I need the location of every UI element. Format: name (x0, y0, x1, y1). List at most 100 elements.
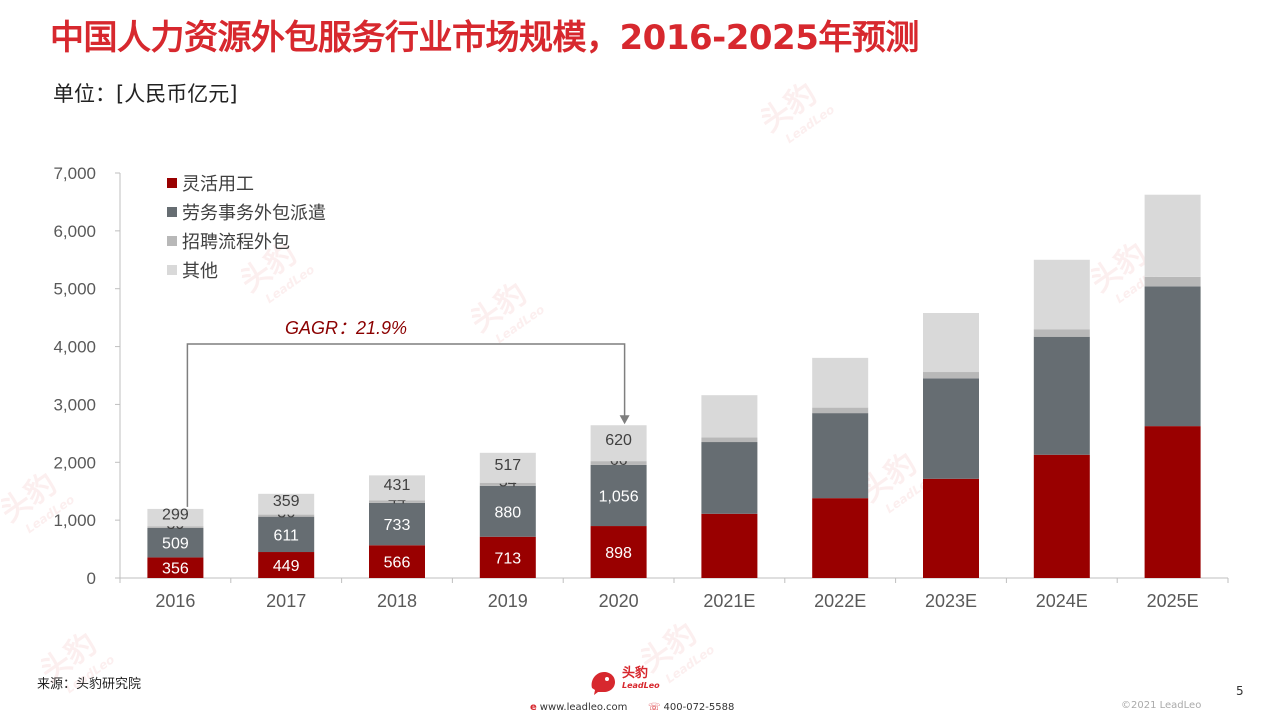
data-label: 356 (162, 561, 189, 578)
cagr-bracket (186, 343, 626, 507)
y-tick-label: 5,000 (53, 280, 96, 299)
cagr-annotation: GAGR：21.9% (285, 318, 407, 338)
bar-segment (812, 498, 869, 578)
y-tick-label: 3,000 (53, 395, 96, 414)
footer-website[interactable]: e www.leadleo.com (530, 702, 627, 713)
page-title: 中国人力资源外包服务行业市场规模，2016-2025年预测 (50, 18, 919, 58)
data-label: 509 (162, 536, 189, 553)
footer-brand-cn: 头豹 (622, 666, 649, 681)
y-tick-label: 4,000 (53, 338, 96, 357)
x-tick-label: 2023E (925, 591, 977, 611)
x-tick-label: 2019 (488, 591, 528, 611)
data-label: 733 (384, 517, 411, 534)
y-tick-label: 7,000 (53, 164, 96, 183)
x-tick-label: 2018 (377, 591, 417, 611)
x-tick-label: 2025E (1147, 591, 1199, 611)
data-label: 566 (384, 555, 411, 572)
data-label: 449 (273, 558, 300, 575)
copyright: ©2021 LeadLeo (1121, 700, 1202, 711)
data-label: 299 (162, 507, 189, 524)
x-tick-label: 2022E (814, 591, 866, 611)
data-label: 359 (273, 493, 300, 510)
bar-segment (923, 313, 979, 373)
data-label: 880 (494, 504, 521, 521)
data-label: 898 (605, 545, 632, 562)
bar-segment (1144, 194, 1201, 277)
bar-segment (701, 442, 758, 514)
bar-segment (147, 526, 204, 528)
x-tick-label: 2021E (703, 591, 755, 611)
bar-segment (479, 452, 536, 483)
bar-segment (701, 395, 758, 438)
bar-segment (812, 357, 869, 408)
bar-segment (258, 552, 315, 578)
cagr-arrowhead (619, 415, 630, 425)
bar-segment (590, 461, 647, 465)
legend-label: 劳务事务外包派遣 (182, 203, 326, 223)
bar-segment (147, 557, 204, 578)
data-label: 431 (384, 477, 411, 494)
bar-segment (701, 513, 758, 578)
legend-label: 灵活用工 (182, 174, 254, 194)
bar-segment (369, 500, 425, 503)
bar-segment (590, 526, 647, 578)
bar-segment (258, 514, 315, 517)
footer-brand: 头豹 LeadLeo (622, 667, 660, 691)
y-tick-label: 0 (87, 569, 96, 588)
data-label: 620 (605, 432, 632, 449)
legend-swatch (167, 207, 177, 217)
bar-segment (479, 536, 536, 578)
source-note: 来源：头豹研究院 (37, 677, 142, 692)
bar-segment (369, 545, 425, 578)
bar-segment (923, 378, 979, 479)
bar-segment (923, 478, 979, 578)
unit-label: 单位：[人民币亿元] (53, 82, 238, 106)
bar-segment (812, 407, 869, 414)
data-label: 611 (273, 527, 299, 544)
bar-segment (479, 485, 536, 537)
bar-segment (258, 516, 315, 553)
legend-swatch (167, 265, 177, 275)
bar-segment (147, 527, 204, 558)
y-tick-label: 1,000 (53, 511, 96, 530)
bar-segment (147, 508, 204, 527)
x-tick-label: 2017 (266, 591, 306, 611)
bar-segment (1144, 426, 1201, 578)
bar-segment (258, 493, 315, 515)
bar-segment (590, 425, 647, 462)
legend-label: 其他 (182, 261, 218, 281)
bar-segment (1144, 276, 1201, 287)
bar-segment (923, 372, 979, 379)
phone-icon: ☏ (648, 702, 661, 713)
bar-segment (1144, 286, 1201, 427)
legend-swatch (167, 236, 177, 246)
data-label: 1,056 (599, 488, 639, 505)
data-label: 713 (494, 550, 521, 567)
page-number: 5 (1236, 684, 1244, 698)
bar-segment (369, 475, 425, 501)
footer-phone: ☏ 400-072-5588 (648, 702, 734, 713)
footer-brand-en: LeadLeo (622, 681, 660, 690)
legend-swatch (167, 178, 177, 188)
x-tick-label: 2020 (599, 591, 639, 611)
data-label: 517 (494, 457, 521, 474)
footer-website-text[interactable]: www.leadleo.com (539, 702, 628, 713)
bar-segment (1033, 329, 1090, 337)
x-tick-label: 2024E (1036, 591, 1088, 611)
bar-segment (590, 464, 647, 527)
y-tick-label: 6,000 (53, 222, 96, 241)
footer-phone-text: 400-072-5588 (663, 702, 735, 713)
bar-segment (1033, 259, 1090, 330)
x-tick-label: 2016 (155, 591, 195, 611)
y-tick-label: 2,000 (53, 453, 96, 472)
bar-segment (812, 413, 869, 499)
bar-segment (479, 482, 536, 486)
leadleo-logo-icon (591, 672, 615, 695)
bar-segment (1033, 454, 1090, 578)
bar-segment (701, 437, 758, 443)
bar-segment (1033, 336, 1090, 455)
bar-segment (369, 502, 425, 546)
web-icon: e (530, 702, 537, 713)
legend-label: 招聘流程外包 (182, 232, 290, 252)
